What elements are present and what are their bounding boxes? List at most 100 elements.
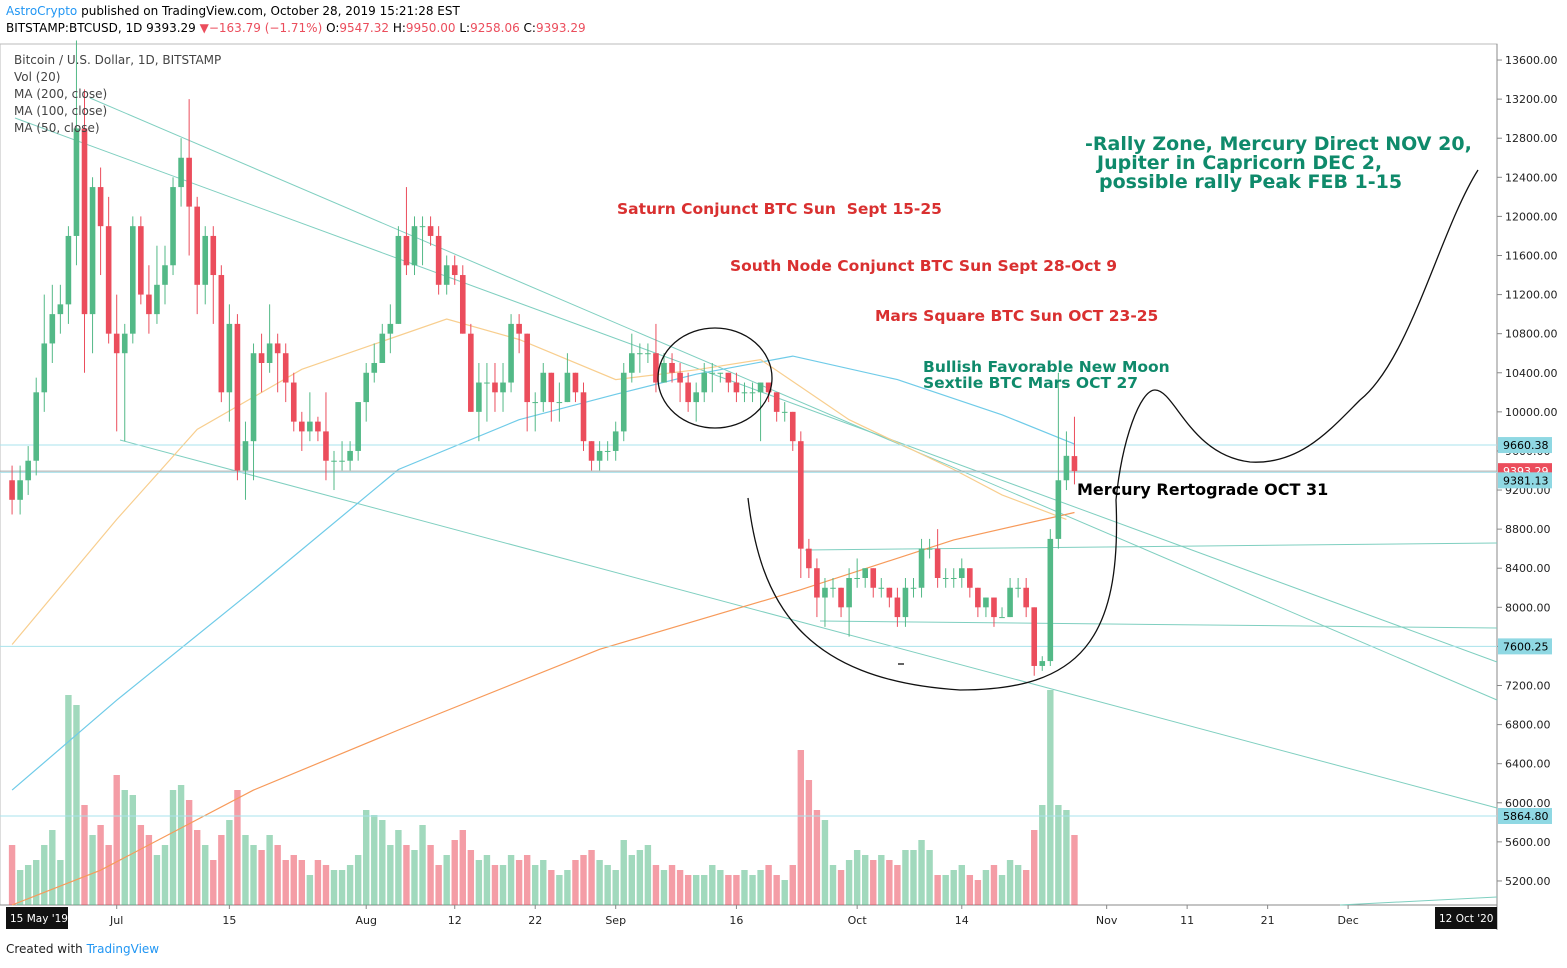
volume-bar bbox=[741, 870, 748, 905]
volume-bar bbox=[145, 835, 153, 905]
annotation: Sextile BTC Mars OCT 27 bbox=[923, 374, 1138, 392]
y-tick-label: 6000.00 bbox=[1505, 797, 1551, 810]
candle-body bbox=[902, 587, 909, 618]
candle-body bbox=[154, 284, 160, 315]
candle-body bbox=[41, 343, 48, 393]
candle-body bbox=[323, 431, 329, 461]
y-tick-label: 6800.00 bbox=[1505, 719, 1551, 732]
volume-bar bbox=[982, 870, 990, 905]
volume-bar bbox=[185, 800, 193, 905]
candle-body bbox=[999, 617, 1005, 619]
volume-bar bbox=[411, 850, 418, 905]
x-tick-label: 22 bbox=[528, 914, 542, 927]
candle-body bbox=[685, 382, 691, 403]
volume bbox=[8, 690, 1078, 905]
volume-bar bbox=[403, 845, 410, 905]
volume-bar bbox=[636, 850, 644, 905]
candle-body bbox=[532, 402, 539, 404]
last: 9393.29 bbox=[146, 21, 196, 35]
x-tick-label: 16 bbox=[729, 914, 743, 927]
candle-body bbox=[757, 382, 764, 393]
volume-bar bbox=[805, 780, 813, 905]
ma-line bbox=[11, 318, 1067, 645]
volume-bar bbox=[902, 850, 909, 905]
volume-bar bbox=[773, 875, 780, 905]
volume-bar bbox=[451, 840, 458, 905]
created-with: Created with bbox=[6, 942, 83, 956]
volume-bar bbox=[813, 810, 821, 905]
price-label-box bbox=[1498, 437, 1552, 454]
candle-body bbox=[89, 187, 96, 315]
volume-bar bbox=[129, 795, 136, 905]
candle-body bbox=[57, 304, 64, 315]
candle-body bbox=[339, 460, 345, 462]
candle-body bbox=[9, 480, 15, 500]
candle-body bbox=[347, 450, 353, 461]
candle-body bbox=[202, 235, 209, 285]
candle-body bbox=[838, 587, 844, 608]
volume-bar bbox=[797, 750, 805, 905]
quote-label: C: bbox=[523, 21, 536, 35]
candle-body bbox=[661, 362, 667, 383]
candle-body bbox=[105, 226, 112, 334]
candle-body bbox=[395, 235, 402, 324]
volume-bar bbox=[515, 860, 523, 905]
candle-body bbox=[419, 226, 426, 228]
legend-entry: MA (200, close) bbox=[14, 87, 107, 101]
candle-body bbox=[870, 568, 877, 588]
volume-bar bbox=[314, 860, 322, 905]
author[interactable]: AstroCrypto bbox=[6, 4, 78, 18]
candle-body bbox=[612, 431, 619, 451]
volume-bar bbox=[371, 815, 378, 905]
price-label: 9660.38 bbox=[1503, 439, 1549, 452]
candle-body bbox=[492, 382, 498, 393]
volume-bar bbox=[57, 860, 64, 905]
x-tick-label: Nov bbox=[1096, 914, 1118, 927]
candle-body bbox=[81, 128, 88, 315]
candle-body bbox=[983, 597, 989, 608]
volume-bar bbox=[837, 870, 845, 905]
y-tick-label: 10400.00 bbox=[1505, 367, 1558, 380]
candle-body bbox=[572, 372, 579, 393]
candle-body bbox=[290, 382, 297, 422]
candle-body bbox=[411, 226, 418, 266]
volume-bar bbox=[298, 860, 306, 905]
volume-bar bbox=[870, 860, 877, 905]
candle-body bbox=[121, 333, 128, 354]
candle-body bbox=[822, 587, 828, 598]
volume-bar bbox=[274, 845, 281, 905]
candle-body bbox=[210, 235, 217, 276]
candle-body bbox=[1007, 587, 1013, 618]
candle-body bbox=[1047, 538, 1054, 662]
volume-bar bbox=[499, 865, 507, 905]
quote-value: 9393.29 bbox=[535, 21, 586, 35]
tradingview-link[interactable]: TradingView bbox=[86, 942, 160, 956]
candle-body bbox=[1015, 587, 1021, 589]
volume-bar bbox=[330, 870, 338, 905]
trend-line bbox=[119, 439, 1498, 809]
candle-body bbox=[33, 392, 40, 461]
y-tick-label: 5600.00 bbox=[1505, 836, 1551, 849]
candle-body bbox=[178, 157, 184, 188]
volume-bar bbox=[177, 785, 185, 905]
volume-bar bbox=[845, 860, 853, 905]
volume-bar bbox=[966, 875, 974, 905]
volume-bar bbox=[306, 875, 314, 905]
volume-bar bbox=[1039, 805, 1046, 905]
volume-bar bbox=[974, 880, 982, 905]
volume-bar bbox=[346, 865, 354, 905]
candle-body bbox=[299, 421, 305, 432]
candle-body bbox=[363, 372, 370, 403]
volume-bar bbox=[709, 865, 716, 905]
y-tick-label: 10000.00 bbox=[1505, 406, 1558, 419]
volume-bar bbox=[113, 775, 120, 905]
volume-bar bbox=[998, 875, 1006, 905]
candle-body bbox=[580, 392, 587, 442]
volume-bar bbox=[379, 820, 386, 905]
candle-body bbox=[789, 411, 796, 442]
volume-bar bbox=[202, 845, 209, 905]
volume-bar bbox=[926, 850, 933, 905]
candle-body bbox=[950, 577, 957, 579]
volume-bar bbox=[862, 855, 869, 905]
